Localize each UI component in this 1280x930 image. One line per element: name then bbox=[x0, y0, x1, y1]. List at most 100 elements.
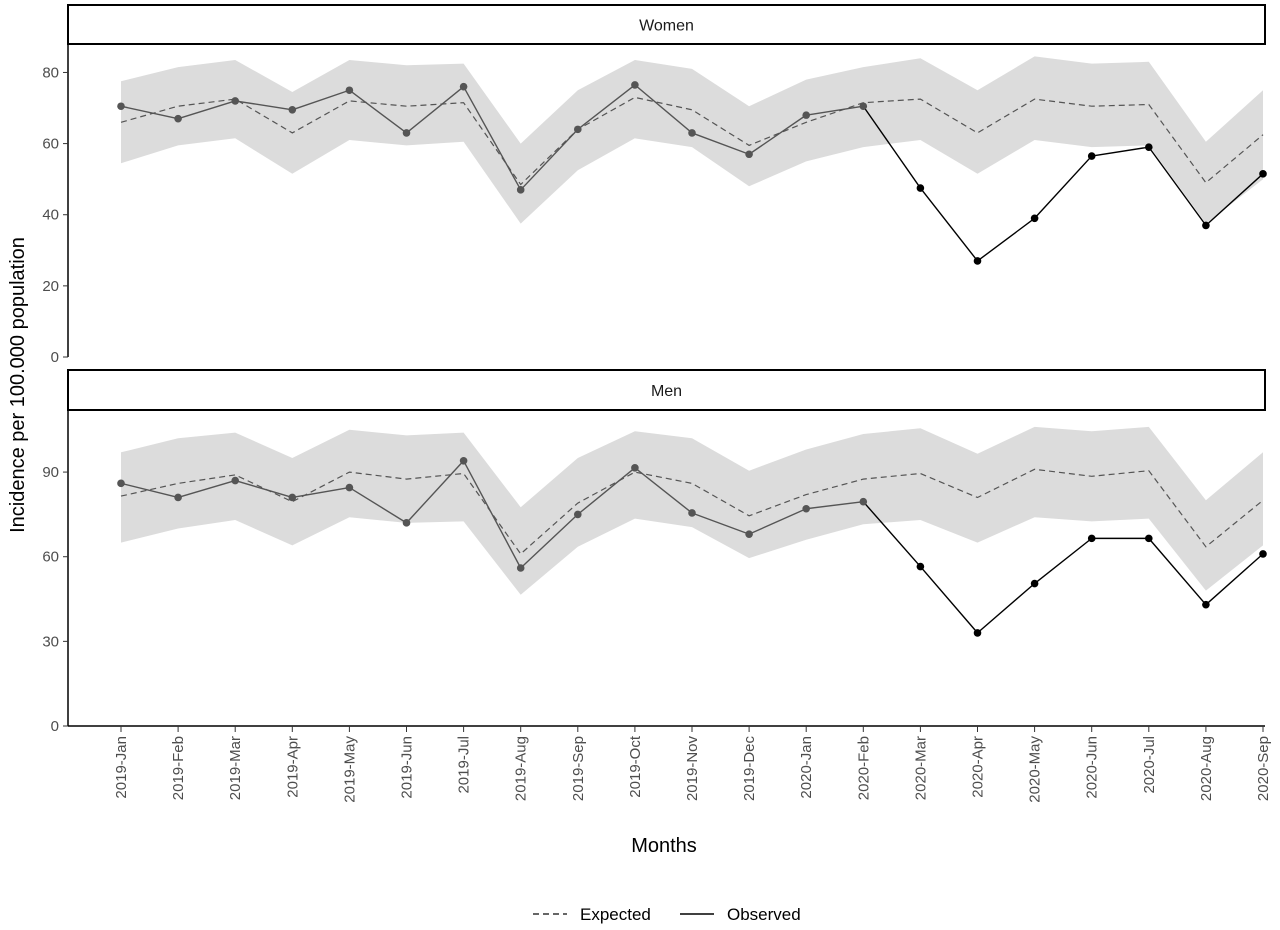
data-point-observed bbox=[1259, 170, 1267, 178]
data-point-observed bbox=[402, 129, 411, 137]
series-line-observed-segment bbox=[292, 486, 350, 499]
series-line-observed-segment bbox=[977, 217, 1036, 262]
y-tick-label: 0 bbox=[51, 349, 59, 366]
y-tick-label: 0 bbox=[51, 718, 59, 735]
confidence-band bbox=[121, 56, 1263, 224]
series-line-observed-segment bbox=[405, 460, 465, 524]
data-point-observed bbox=[574, 125, 582, 134]
data-point-observed bbox=[288, 493, 297, 502]
x-tick-label: 2020-Jul bbox=[1141, 736, 1158, 794]
series-line-observed-segment bbox=[748, 508, 807, 535]
series-line-observed-segment bbox=[1205, 173, 1264, 226]
data-point-observed bbox=[345, 86, 354, 95]
data-point-observed bbox=[916, 184, 925, 192]
strip-box bbox=[67, 369, 1266, 411]
y-tick-label: 90 bbox=[42, 464, 59, 481]
x-tick-label: 2019-Aug bbox=[513, 736, 530, 801]
series-line-observed-segment bbox=[1205, 553, 1264, 606]
series-line-observed-segment bbox=[235, 479, 293, 499]
data-point-observed bbox=[859, 102, 868, 111]
series-line-observed-segment bbox=[462, 460, 522, 569]
series-line-observed-segment bbox=[977, 582, 1036, 634]
data-point-observed bbox=[345, 483, 354, 492]
x-tick-label: 2020-Jun bbox=[1084, 736, 1101, 799]
data-point-observed bbox=[117, 479, 125, 488]
data-point-observed bbox=[1202, 600, 1210, 609]
series-line-observed-segment bbox=[520, 128, 579, 191]
data-point-observed bbox=[459, 456, 468, 465]
data-point-observed bbox=[1030, 579, 1039, 588]
data-point-observed bbox=[973, 629, 982, 637]
x-tick-label: 2019-Mar bbox=[227, 736, 244, 800]
data-point-observed bbox=[1087, 534, 1096, 543]
y-tick-label: 20 bbox=[42, 278, 59, 295]
data-point-observed bbox=[1145, 143, 1153, 151]
x-tick-label: 2019-Jul bbox=[456, 736, 473, 794]
series-line-observed-segment bbox=[177, 100, 236, 120]
x-tick-label: 2020-May bbox=[1027, 736, 1044, 803]
data-point-observed bbox=[231, 97, 239, 105]
legend-label-observed: Observed bbox=[727, 905, 801, 924]
y-axis-title: Incidence per 100.000 population bbox=[7, 237, 29, 533]
strip-label: Women bbox=[639, 18, 694, 35]
data-point-observed bbox=[916, 562, 925, 571]
x-tick-label: 2020-Sep bbox=[1255, 736, 1272, 801]
series-line-observed-segment bbox=[634, 467, 693, 514]
data-point-observed bbox=[631, 464, 639, 472]
x-tick-label: 2019-May bbox=[341, 736, 358, 803]
series-line-observed-segment bbox=[520, 513, 579, 569]
data-point-observed bbox=[688, 129, 696, 137]
series-line-observed-segment bbox=[235, 100, 293, 111]
series-line-observed-segment bbox=[1148, 537, 1207, 606]
data-point-observed bbox=[174, 114, 182, 123]
x-tick-label: 2019-Feb bbox=[170, 736, 187, 800]
y-tick-label: 80 bbox=[42, 64, 59, 81]
strip-label: Men bbox=[651, 383, 682, 400]
x-tick-label: 2020-Jan bbox=[798, 736, 815, 799]
x-tick-label: 2020-Mar bbox=[912, 736, 929, 800]
series-line-observed-segment bbox=[634, 84, 693, 134]
x-tick-label: 2020-Apr bbox=[970, 736, 987, 798]
data-point-observed bbox=[745, 530, 753, 538]
data-point-observed bbox=[859, 497, 868, 506]
data-point-observed bbox=[802, 111, 810, 119]
series-line-observed-segment bbox=[177, 479, 236, 499]
x-tick-label: 2019-Jan bbox=[113, 736, 130, 799]
y-tick-label: 60 bbox=[42, 136, 59, 153]
data-point-observed bbox=[631, 81, 639, 89]
panels: Women 0 20 40 60 80 Men 0 30 60 90 bbox=[42, 4, 1267, 735]
data-point-observed bbox=[459, 82, 468, 91]
data-point-observed bbox=[402, 519, 411, 527]
data-point-observed bbox=[516, 186, 525, 194]
data-point-observed bbox=[745, 150, 753, 159]
data-point-observed bbox=[802, 504, 810, 513]
series-line-observed-segment bbox=[292, 89, 350, 111]
x-tick-label: 2019-Apr bbox=[284, 736, 301, 798]
series-line-observed-segment bbox=[1148, 146, 1207, 226]
data-point-observed bbox=[973, 257, 982, 265]
y-tick-label: 60 bbox=[42, 549, 59, 566]
data-point-observed bbox=[1087, 152, 1096, 160]
data-point-observed bbox=[1259, 550, 1267, 558]
series-line-observed-segment bbox=[919, 187, 979, 262]
series-line-observed-segment bbox=[691, 132, 750, 155]
series-line-observed-segment bbox=[1091, 146, 1149, 157]
series-line-observed-segment bbox=[348, 89, 407, 134]
data-point-observed bbox=[117, 102, 125, 111]
x-tick-label: 2020-Aug bbox=[1198, 736, 1215, 801]
series-line-observed-segment bbox=[120, 482, 179, 499]
y-tick-label: 40 bbox=[42, 207, 59, 224]
panel-women: Women 0 20 40 60 80 bbox=[42, 4, 1267, 366]
x-tick-label: 2019-Nov bbox=[684, 736, 701, 802]
legend-label-expected: Expected bbox=[580, 905, 651, 924]
data-point-observed bbox=[516, 564, 525, 572]
series-line-observed-segment bbox=[862, 501, 921, 568]
x-axis: 2019-Jan 2019-Feb 2019-Mar 2019-Apr 2019-May… bbox=[68, 725, 1272, 803]
x-tick-label: 2019-Dec bbox=[741, 736, 758, 802]
series-line-observed-segment bbox=[691, 512, 750, 535]
series-line-observed-segment bbox=[862, 105, 921, 189]
series-line-observed-segment bbox=[1034, 537, 1093, 585]
data-point-observed bbox=[688, 509, 696, 517]
series-line-observed-segment bbox=[1034, 155, 1093, 219]
